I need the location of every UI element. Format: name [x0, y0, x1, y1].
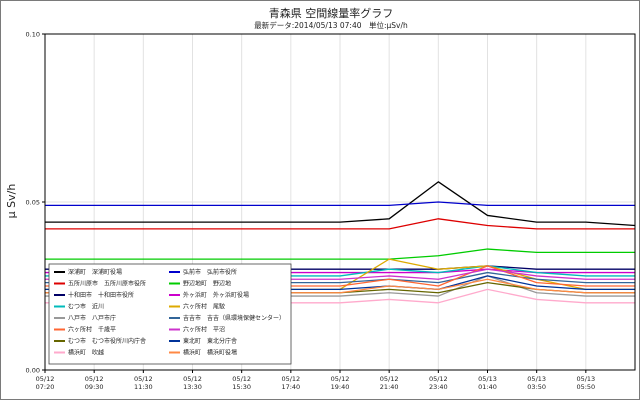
x-tick-time-label: 01:40 [478, 383, 497, 391]
x-tick-time-label: 11:30 [134, 383, 153, 391]
legend-entry: 横浜町 横浜町役場 [183, 349, 237, 357]
x-tick-time-label: 07:20 [36, 383, 55, 391]
legend-entry: 野辺地町 野辺地 [183, 280, 231, 288]
x-tick-time-label: 21:40 [380, 383, 399, 391]
x-tick-date-label: 05/12 [134, 375, 153, 383]
legend-entry: 吉吉市 吉吉（県環境保健センター） [183, 314, 285, 322]
legend-entry: 五所川原市 五所川原市役所 [68, 280, 146, 288]
legend-entry: 横浜町 吹越 [68, 349, 104, 357]
legend-entry: 十和田市 十和田市役所 [68, 291, 134, 299]
x-tick-date-label: 05/12 [183, 375, 202, 383]
x-tick-time-label: 05:50 [576, 383, 595, 391]
x-tick-time-label: 17:40 [281, 383, 300, 391]
series-line-2 [45, 201, 635, 207]
x-tick-date-label: 05/12 [380, 375, 399, 383]
series-line-1 [45, 181, 636, 227]
x-tick-date-label: 05/12 [85, 375, 104, 383]
series-line-3 [45, 218, 635, 230]
y-axis-label: μ Sv/h [5, 184, 18, 219]
x-tick-time-label: 19:40 [331, 383, 350, 391]
legend-entry: 深浦町 深浦町役場 [68, 268, 122, 276]
x-tick-date-label: 05/12 [36, 375, 55, 383]
x-tick-date-label: 05/12 [232, 375, 251, 383]
x-tick-date-label: 05/12 [281, 375, 300, 383]
chart-subtitle: 最新データ:2014/05/13 07:40 単位:μSv/h [254, 20, 408, 30]
legend-entry: 六ヶ所村 尾駮 [183, 303, 225, 311]
legend-entry: 六ヶ所村 千歳平 [68, 326, 116, 334]
x-tick-time-label: 13:30 [183, 383, 202, 391]
y-tick-label: 0.10 [26, 31, 40, 39]
legend-entry: 東北町 東北分庁舎 [183, 337, 237, 345]
x-tick-date-label: 05/13 [527, 375, 546, 383]
x-tick-time-label: 03:50 [527, 383, 546, 391]
x-tick-date-label: 05/12 [429, 375, 448, 383]
legend-entry: むつ市 近川 [68, 303, 104, 311]
x-tick-date-label: 05/13 [576, 375, 595, 383]
y-tick-label: 0.05 [26, 199, 40, 207]
y-tick-label: 0.00 [26, 367, 40, 375]
x-tick-time-label: 09:30 [85, 383, 104, 391]
x-tick-date-label: 05/13 [478, 375, 497, 383]
chart-title: 青森県 空間線量率グラフ [269, 6, 394, 20]
legend-entry: むつ市 むつ市役所川内庁舎 [68, 337, 146, 345]
x-tick-date-label: 05/12 [331, 375, 350, 383]
x-axis-ticks: 05/1207:2005/1209:3005/1211:3005/1213:30… [36, 370, 595, 391]
y-axis-ticks: 0.00 0.05 0.10 [26, 31, 45, 375]
series-line-4 [45, 248, 635, 260]
legend-box [48, 263, 292, 365]
legend-entry: 弘前市 弘前市役所 [183, 268, 237, 276]
legend-entry: 外ヶ浜町 外ヶ浜町役場 [183, 291, 249, 299]
legend-entry: 六ヶ所村 平沼 [183, 326, 225, 334]
x-tick-time-label: 15:30 [232, 383, 251, 391]
legend-entry: 八戸市 八戸市庁 [68, 314, 116, 322]
x-tick-time-label: 23:40 [429, 383, 448, 391]
